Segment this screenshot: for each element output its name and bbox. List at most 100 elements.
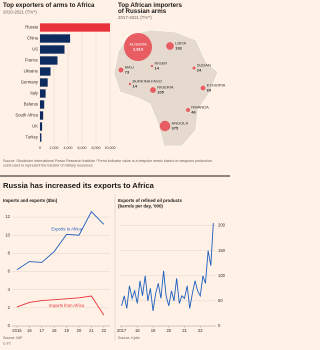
bubble-label: RWANDA <box>191 105 209 110</box>
x-tick-label: 20 <box>77 328 82 333</box>
x-tick-label: 19 <box>151 328 156 333</box>
bubble <box>150 87 156 93</box>
bubble-label: NIGERIA <box>157 85 174 90</box>
y-tick-label: 6 <box>8 269 11 274</box>
bubble <box>200 85 206 91</box>
bar <box>40 89 46 98</box>
bubble-label: ANGOLA <box>172 121 189 126</box>
bubble-value: 69 <box>207 88 212 93</box>
y-tick-label: 150 <box>218 248 226 253</box>
bubble-label: BURKINA FASO <box>132 79 161 84</box>
y-tick-label: South Africa <box>15 113 38 118</box>
y-tick-label: Germany <box>21 80 39 85</box>
bar <box>40 34 71 43</box>
chart-title: Exports of refined oil products (barrels … <box>118 198 182 209</box>
bubble <box>150 64 154 68</box>
x-tick-label: 6,000 <box>78 146 87 150</box>
bar <box>40 78 48 87</box>
source: Source: Kpler <box>118 336 141 340</box>
x-tick-label: 18 <box>52 328 57 333</box>
bubble-label: SUDAN <box>197 63 211 68</box>
x-tick-label: 16 <box>27 328 32 333</box>
y-tick-label: 200 <box>218 223 226 228</box>
y-tick-label: 0 <box>8 323 11 328</box>
chart-subtitle: 2017-2021 (TIV*) <box>118 15 152 20</box>
x-tick-label: 22 <box>198 328 203 333</box>
bubble-label: MALI <box>125 65 134 70</box>
bubble-value: 14 <box>154 66 159 71</box>
y-tick-label: Ukraine <box>24 69 39 74</box>
bubble-label: ETHIOPIA <box>207 83 226 88</box>
y-tick-label: 10 <box>5 232 10 237</box>
bubble <box>118 67 124 73</box>
bubble-label: LIBYA <box>175 41 186 46</box>
bubble <box>166 42 174 50</box>
y-tick-label: US <box>32 47 38 52</box>
bubble <box>128 82 132 86</box>
bubble-value: 73 <box>125 70 130 75</box>
y-tick-label: China <box>27 36 39 41</box>
x-tick-label: 22 <box>101 328 106 333</box>
y-tick-label: Belarus <box>24 102 38 107</box>
x-tick-label: 10,000 <box>105 146 116 150</box>
x-tick-label: 21 <box>182 328 187 333</box>
chart: Russia has increased its exports to Afri… <box>0 2 230 346</box>
bubble-value: 375 <box>172 126 179 131</box>
bar <box>40 45 65 54</box>
source: Source: IMF <box>3 336 23 340</box>
bubble <box>124 33 152 61</box>
x-tick-label: 2,000 <box>50 146 59 150</box>
chart-title: Imports and exports ($bn) <box>3 198 58 203</box>
series-label: Imports from Africa <box>49 303 85 308</box>
x-tick-label: 0 <box>39 146 41 150</box>
credit: © FT <box>3 342 12 346</box>
chart-title: Top African importers of Russian arms <box>118 2 183 15</box>
line <box>121 222 214 311</box>
bubble <box>192 66 196 70</box>
bar <box>40 122 43 131</box>
chart-subtitle: 2010-2021 (TIV*) <box>3 10 37 15</box>
bubble-value: 46 <box>191 110 196 115</box>
y-tick-label: Turkey <box>25 135 39 140</box>
line <box>16 295 105 316</box>
x-tick-label: 19 <box>64 328 69 333</box>
y-tick-label: 12 <box>5 214 10 219</box>
x-tick-label: 18 <box>135 328 140 333</box>
y-tick-label: 50 <box>218 298 223 303</box>
bubble-value: 2,813 <box>133 47 144 52</box>
bubble-value: 105 <box>157 90 164 95</box>
bar <box>40 133 42 142</box>
x-tick-label: 21 <box>89 328 94 333</box>
line <box>16 210 105 271</box>
bar <box>40 23 110 32</box>
bubble-value: 24 <box>197 68 202 73</box>
bar <box>40 67 51 76</box>
x-tick-label: 20 <box>166 328 171 333</box>
y-tick-label: 0 <box>218 323 221 328</box>
x-tick-label: 2015 <box>12 328 22 333</box>
x-tick-label: 17 <box>39 328 44 333</box>
x-tick-label: 8,000 <box>92 146 101 150</box>
y-tick-label: 2 <box>8 305 11 310</box>
headline: Russia has increased its exports to Afri… <box>3 181 155 190</box>
bubble-label: ALGERIA <box>129 42 147 47</box>
bar <box>40 100 45 109</box>
y-tick-label: 100 <box>218 273 226 278</box>
chart-title: Top exporters of arms to Africa <box>3 2 95 9</box>
y-tick-label: 8 <box>8 250 11 255</box>
bar <box>40 111 44 120</box>
bubble-value: 193 <box>175 46 182 51</box>
bubble <box>186 108 190 112</box>
y-tick-label: 4 <box>8 287 11 292</box>
source: Source: Stockholm International Peace Re… <box>3 159 213 168</box>
y-tick-label: France <box>25 58 39 63</box>
bubble <box>159 120 171 132</box>
y-tick-label: UK <box>32 124 38 129</box>
x-tick-label: 4,000 <box>64 146 73 150</box>
bubble-value: 14 <box>132 84 137 89</box>
bar <box>40 56 58 65</box>
bubble-label: NIGER <box>154 61 167 66</box>
y-tick-label: Russia <box>25 25 38 30</box>
series-label: Exports to Africa <box>51 226 82 231</box>
